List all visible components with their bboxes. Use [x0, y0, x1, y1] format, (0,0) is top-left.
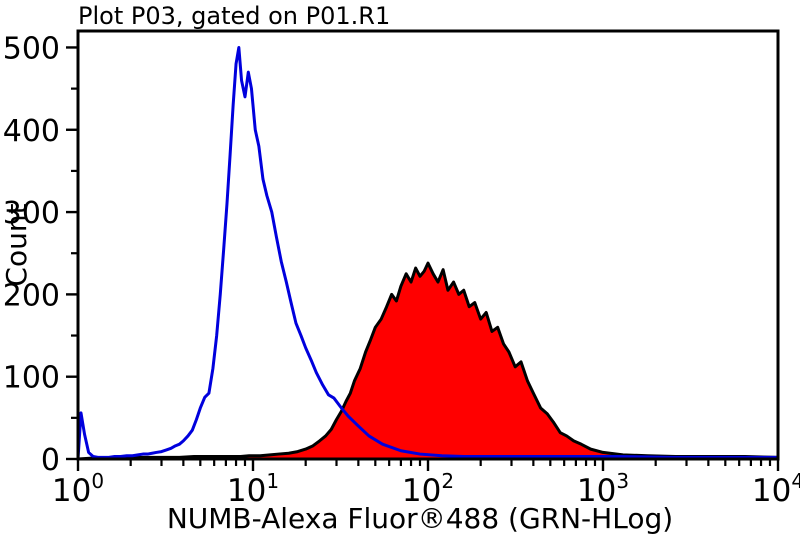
stained-histogram-outline	[76, 261, 780, 461]
stained-histogram-fill	[78, 263, 778, 459]
y-tick-label: 100	[3, 361, 60, 396]
y-tick-label: 200	[3, 278, 60, 313]
control-histogram-outline	[76, 45, 780, 461]
y-axis-label: Count	[0, 203, 33, 286]
x-axis-label: NUMB-Alexa Fluor®488 (GRN-HLog)	[167, 502, 673, 535]
plot-title: Plot P03, gated on P01.R1	[78, 2, 390, 30]
x-axis-tick-labels: 100 101 102 103 104	[52, 469, 800, 509]
y-tick-label: 300	[3, 196, 60, 231]
y-axis-tick-labels: 0 100 200 300 400 500	[3, 31, 60, 478]
y-tick-label: 400	[3, 114, 60, 149]
y-tick-label: 500	[3, 31, 60, 66]
plot-frame-overlay	[76, 29, 780, 461]
y-tick-label: 0	[41, 443, 60, 478]
data-series-layer	[76, 45, 780, 461]
